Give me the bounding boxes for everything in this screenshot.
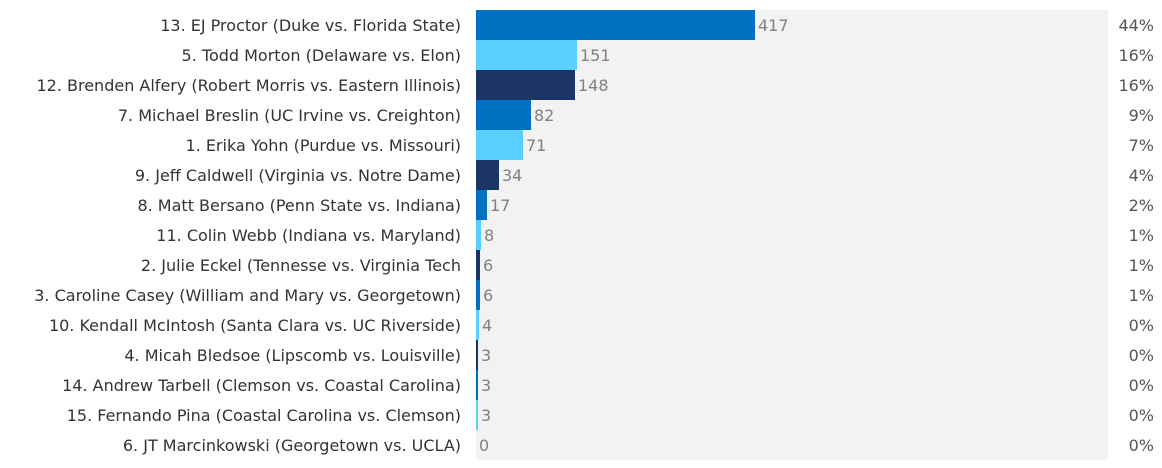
bar-label: 1. Erika Yohn (Purdue vs. Missouri) xyxy=(185,136,461,155)
bar-label: 10. Kendall McIntosh (Santa Clara vs. UC… xyxy=(49,316,461,335)
bar-value-label: 34 xyxy=(502,166,522,185)
bar-value-label: 0 xyxy=(479,436,489,455)
bar-percent-label: 0% xyxy=(1129,346,1154,365)
bar-percent-label: 2% xyxy=(1129,196,1154,215)
bar-percent-label: 9% xyxy=(1129,106,1154,125)
bar-percent-label: 16% xyxy=(1118,46,1154,65)
bar-label: 3. Caroline Casey (William and Mary vs. … xyxy=(34,286,461,305)
bar-value-label: 3 xyxy=(481,376,491,395)
bar-label: 8. Matt Bersano (Penn State vs. Indiana) xyxy=(137,196,461,215)
bar-percent-label: 1% xyxy=(1129,226,1154,245)
bar-percent-label: 1% xyxy=(1129,286,1154,305)
bar-label: 4. Micah Bledsoe (Lipscomb vs. Louisvill… xyxy=(124,346,461,365)
bar-label: 5. Todd Morton (Delaware vs. Elon) xyxy=(182,46,461,65)
bar-value-label: 417 xyxy=(758,16,789,35)
bar xyxy=(476,280,480,310)
bar-label: 2. Julie Eckel (Tennesse vs. Virginia Te… xyxy=(141,256,461,275)
bar-value-label: 8 xyxy=(484,226,494,245)
bar-label: 7. Michael Breslin (UC Irvine vs. Creigh… xyxy=(118,106,461,125)
bar-value-label: 71 xyxy=(526,136,546,155)
bar-value-label: 148 xyxy=(578,76,609,95)
bar xyxy=(476,130,523,160)
bar xyxy=(476,400,478,430)
bar-value-label: 3 xyxy=(481,346,491,365)
bar xyxy=(476,310,479,340)
plot-background xyxy=(476,10,1108,460)
bar xyxy=(476,40,577,70)
chart-rows: 13. EJ Proctor (Duke vs. Florida State) 4… xyxy=(34,10,1154,455)
bar-value-label: 6 xyxy=(483,286,493,305)
bar-label: 6. JT Marcinkowski (Georgetown vs. UCLA) xyxy=(123,436,461,455)
bar xyxy=(476,340,478,370)
bar-percent-label: 0% xyxy=(1129,406,1154,425)
bar-value-label: 82 xyxy=(534,106,554,125)
bar-percent-label: 16% xyxy=(1118,76,1154,95)
bar-label: 9. Jeff Caldwell (Virginia vs. Notre Dam… xyxy=(135,166,461,185)
bar-value-label: 6 xyxy=(483,256,493,275)
bar-percent-label: 4% xyxy=(1129,166,1154,185)
bar xyxy=(476,70,575,100)
bar xyxy=(476,370,478,400)
bar xyxy=(476,190,487,220)
bar-label: 11. Colin Webb (Indiana vs. Maryland) xyxy=(156,226,461,245)
bar xyxy=(476,220,481,250)
bar xyxy=(476,160,499,190)
bar xyxy=(476,100,531,130)
bar-percent-label: 7% xyxy=(1129,136,1154,155)
bar-label: 15. Fernando Pina (Coastal Carolina vs. … xyxy=(67,406,461,425)
bar-percent-label: 0% xyxy=(1129,316,1154,335)
bar-value-label: 3 xyxy=(481,406,491,425)
bar-value-label: 17 xyxy=(490,196,510,215)
bar-label: 14. Andrew Tarbell (Clemson vs. Coastal … xyxy=(62,376,461,395)
bar-value-label: 4 xyxy=(482,316,492,335)
bar-percent-label: 44% xyxy=(1118,16,1154,35)
bar xyxy=(476,250,480,280)
bar-label: 13. EJ Proctor (Duke vs. Florida State) xyxy=(160,16,461,35)
bar-percent-label: 1% xyxy=(1129,256,1154,275)
bar-percent-label: 0% xyxy=(1129,436,1154,455)
bar-value-label: 151 xyxy=(580,46,611,65)
bar xyxy=(476,10,755,40)
bar-label: 12. Brenden Alfery (Robert Morris vs. Ea… xyxy=(36,76,461,95)
bar-percent-label: 0% xyxy=(1129,376,1154,395)
